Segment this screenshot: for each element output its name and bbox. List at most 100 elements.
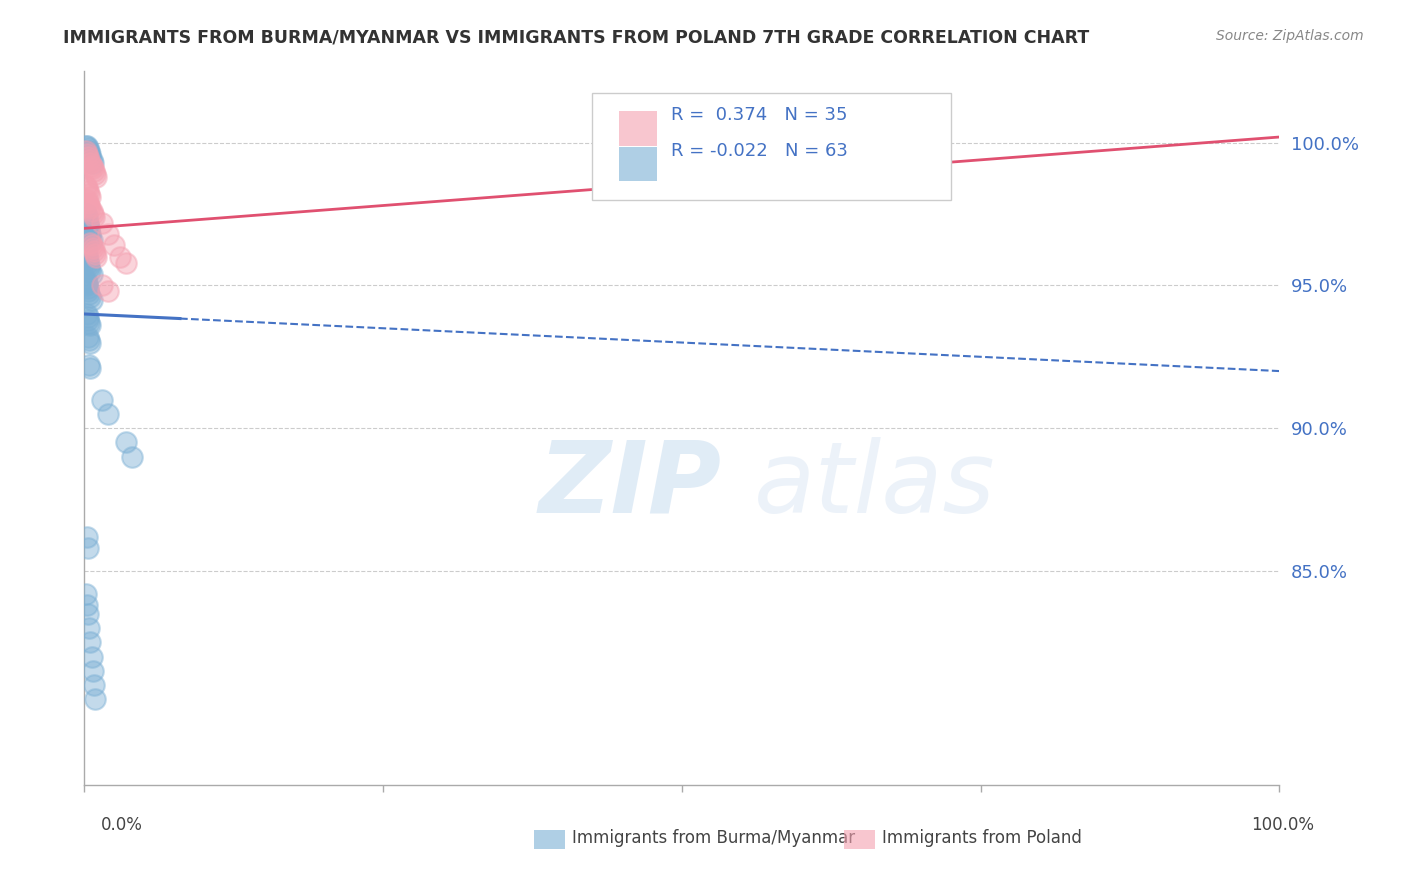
Point: [91, 278, 114, 293]
Point: [77, 141, 100, 155]
Point: [77, 216, 100, 230]
Point: [97, 227, 120, 241]
Text: R =  0.374   N = 35: R = 0.374 N = 35: [671, 106, 848, 124]
Point: [77, 224, 100, 238]
Point: [82, 155, 104, 169]
Point: [76, 598, 98, 612]
Point: [76, 278, 98, 293]
Point: [77, 252, 100, 267]
Point: [79, 264, 101, 278]
Point: [76, 250, 98, 264]
Point: [75, 138, 97, 153]
Point: [75, 273, 97, 287]
Point: [77, 184, 100, 198]
Point: [91, 392, 114, 407]
Point: [77, 607, 100, 621]
Text: R = -0.022   N = 63: R = -0.022 N = 63: [671, 142, 848, 160]
Point: [82, 241, 104, 255]
Point: [80, 233, 103, 247]
Point: [77, 541, 100, 555]
Point: [77, 219, 100, 233]
Point: [82, 664, 104, 678]
Point: [115, 255, 138, 269]
Bar: [619, 147, 657, 181]
Point: [82, 207, 104, 221]
Point: [77, 330, 100, 344]
Text: Source: ZipAtlas.com: Source: ZipAtlas.com: [1216, 29, 1364, 43]
Point: [83, 244, 105, 259]
Point: [77, 145, 100, 159]
Point: [76, 276, 98, 290]
Point: [83, 678, 105, 692]
Point: [75, 587, 97, 601]
Point: [77, 316, 100, 330]
Point: [79, 635, 101, 649]
Point: [77, 187, 100, 202]
Point: [79, 202, 101, 216]
Point: [77, 281, 100, 295]
Point: [77, 312, 100, 326]
Point: [75, 244, 97, 259]
FancyBboxPatch shape: [592, 93, 950, 200]
Point: [76, 530, 98, 544]
Text: Immigrants from Burma/Myanmar: Immigrants from Burma/Myanmar: [572, 830, 855, 847]
Point: [75, 145, 97, 159]
Text: 100.0%: 100.0%: [1251, 816, 1315, 834]
Point: [79, 155, 101, 169]
Point: [77, 147, 100, 161]
Point: [79, 290, 101, 304]
Point: [91, 216, 114, 230]
Point: [76, 181, 98, 195]
Point: [77, 198, 100, 212]
Point: [84, 692, 107, 706]
Point: [77, 221, 100, 235]
Point: [79, 361, 101, 376]
Bar: [619, 112, 657, 145]
Point: [121, 450, 143, 464]
Point: [77, 255, 100, 269]
Point: [77, 621, 100, 635]
Point: [79, 318, 101, 333]
Point: [77, 287, 100, 301]
Text: IMMIGRANTS FROM BURMA/MYANMAR VS IMMIGRANTS FROM POLAND 7TH GRADE CORRELATION CH: IMMIGRANTS FROM BURMA/MYANMAR VS IMMIGRA…: [63, 29, 1090, 46]
Text: 0.0%: 0.0%: [101, 816, 143, 834]
Point: [79, 230, 101, 244]
Point: [76, 247, 98, 261]
Point: [86, 169, 108, 184]
Point: [84, 167, 107, 181]
Point: [79, 227, 101, 241]
Point: [79, 190, 101, 204]
Point: [79, 147, 101, 161]
Point: [75, 178, 97, 193]
Point: [77, 284, 100, 298]
Point: [77, 259, 100, 273]
Text: atlas: atlas: [754, 437, 995, 533]
Point: [76, 147, 98, 161]
Point: [75, 241, 97, 255]
Point: [77, 195, 100, 210]
Point: [76, 210, 98, 224]
Point: [79, 335, 101, 350]
Point: [80, 238, 103, 252]
Point: [80, 267, 103, 281]
Point: [103, 238, 125, 252]
Point: [75, 207, 97, 221]
Point: [82, 161, 104, 176]
Point: [76, 212, 98, 227]
Point: [76, 193, 98, 207]
Point: [110, 250, 132, 264]
Point: [84, 247, 107, 261]
Point: [80, 293, 103, 307]
Point: [97, 407, 120, 421]
Point: [86, 250, 108, 264]
Point: [77, 153, 100, 167]
Point: [97, 284, 120, 298]
Point: [77, 261, 100, 276]
Point: [76, 138, 98, 153]
Point: [83, 210, 105, 224]
Point: [79, 150, 101, 164]
Text: ZIP: ZIP: [538, 437, 721, 533]
Point: [77, 145, 100, 159]
Point: [80, 159, 103, 173]
Point: [76, 307, 98, 321]
